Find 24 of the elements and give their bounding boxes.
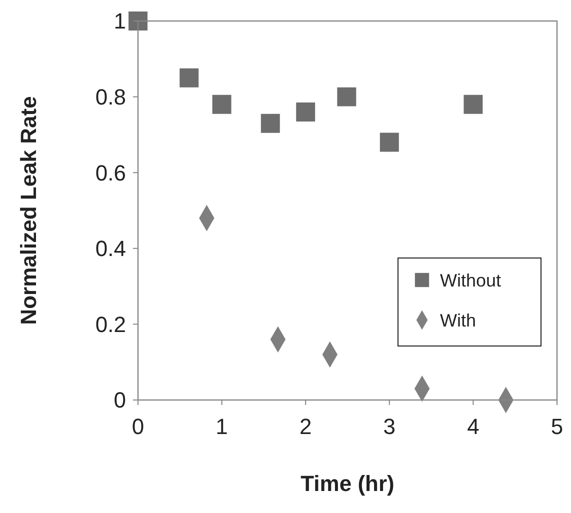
y-axis-title: Normalized Leak Rate: [16, 96, 41, 325]
y-tick-label: 1: [114, 8, 126, 34]
point: [380, 132, 399, 152]
point: [260, 114, 280, 133]
x-tick-label: 2: [299, 414, 312, 439]
x-tick-label: 5: [550, 414, 564, 439]
legend-label: With: [440, 310, 476, 330]
point: [128, 12, 148, 30]
point: [464, 94, 483, 114]
y-tick-label: 0.8: [95, 84, 126, 110]
x-axis-title: Time (hr): [300, 471, 394, 496]
y-tick-label: 0: [114, 388, 126, 413]
point: [337, 87, 356, 106]
x-tick-label: 1: [216, 414, 228, 439]
y-tick-label: 0.6: [95, 160, 126, 186]
point: [212, 94, 232, 114]
y-tick-label: 0.4: [95, 236, 126, 262]
legend-label: Without: [440, 270, 502, 290]
x-tick-label: 0: [132, 414, 144, 439]
x-tick-label: 4: [467, 414, 480, 439]
y-tick-label: 0.2: [95, 312, 126, 337]
x-tick-label: 3: [383, 414, 396, 439]
point: [180, 68, 199, 88]
point: [296, 102, 316, 122]
